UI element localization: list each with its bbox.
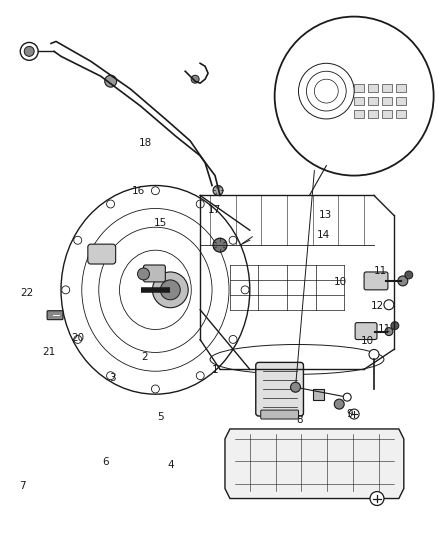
- FancyBboxPatch shape: [396, 84, 406, 92]
- Circle shape: [405, 271, 413, 279]
- Text: 11: 11: [378, 324, 391, 334]
- Circle shape: [384, 300, 394, 310]
- Text: 3: 3: [109, 373, 116, 383]
- FancyBboxPatch shape: [368, 84, 378, 92]
- Circle shape: [343, 393, 351, 401]
- FancyBboxPatch shape: [382, 84, 392, 92]
- FancyBboxPatch shape: [382, 97, 392, 105]
- Circle shape: [152, 187, 159, 195]
- Circle shape: [213, 238, 227, 252]
- FancyBboxPatch shape: [368, 110, 378, 118]
- Text: 7: 7: [19, 481, 25, 491]
- FancyBboxPatch shape: [396, 97, 406, 105]
- Text: 8: 8: [296, 415, 303, 425]
- Text: 4: 4: [168, 460, 174, 470]
- Text: 1: 1: [212, 365, 218, 375]
- Text: 6: 6: [102, 457, 109, 467]
- FancyBboxPatch shape: [354, 110, 364, 118]
- Polygon shape: [225, 429, 404, 498]
- Circle shape: [152, 272, 188, 308]
- Circle shape: [138, 268, 149, 280]
- FancyBboxPatch shape: [88, 244, 116, 264]
- Circle shape: [275, 17, 434, 175]
- Text: 19: 19: [343, 59, 356, 69]
- Circle shape: [229, 236, 237, 244]
- Circle shape: [106, 200, 115, 208]
- Text: 13: 13: [319, 209, 332, 220]
- Circle shape: [191, 75, 199, 83]
- Circle shape: [106, 372, 115, 379]
- Circle shape: [349, 409, 359, 419]
- Circle shape: [391, 321, 399, 329]
- Text: 21: 21: [42, 348, 55, 357]
- Text: 17: 17: [208, 205, 221, 215]
- FancyBboxPatch shape: [261, 410, 298, 419]
- Text: 14: 14: [317, 230, 330, 240]
- FancyBboxPatch shape: [354, 84, 364, 92]
- Text: 10: 10: [334, 277, 347, 287]
- FancyBboxPatch shape: [396, 110, 406, 118]
- Text: 11: 11: [374, 266, 387, 276]
- Circle shape: [290, 382, 300, 392]
- Circle shape: [229, 335, 237, 343]
- Text: 15: 15: [154, 218, 167, 228]
- Text: 10: 10: [360, 336, 374, 345]
- Circle shape: [152, 385, 159, 393]
- FancyBboxPatch shape: [382, 110, 392, 118]
- Text: 16: 16: [132, 186, 145, 196]
- Circle shape: [334, 399, 344, 409]
- Circle shape: [62, 286, 70, 294]
- Text: 2: 2: [142, 352, 148, 361]
- Circle shape: [196, 372, 204, 379]
- Circle shape: [398, 276, 408, 286]
- Circle shape: [74, 335, 82, 343]
- Text: 22: 22: [20, 288, 33, 298]
- Text: 9: 9: [346, 409, 353, 419]
- Text: 18: 18: [138, 138, 152, 148]
- Text: 20: 20: [71, 333, 84, 343]
- Circle shape: [24, 46, 34, 56]
- Circle shape: [385, 328, 393, 336]
- Circle shape: [213, 185, 223, 196]
- FancyBboxPatch shape: [144, 265, 165, 282]
- Circle shape: [370, 491, 384, 505]
- Circle shape: [74, 236, 82, 244]
- Circle shape: [160, 280, 180, 300]
- FancyBboxPatch shape: [47, 311, 63, 320]
- FancyBboxPatch shape: [256, 362, 304, 416]
- Text: 12: 12: [371, 301, 385, 311]
- Circle shape: [196, 200, 204, 208]
- FancyBboxPatch shape: [368, 97, 378, 105]
- FancyBboxPatch shape: [355, 322, 377, 340]
- FancyBboxPatch shape: [364, 272, 388, 290]
- Circle shape: [369, 350, 379, 359]
- FancyBboxPatch shape: [354, 97, 364, 105]
- Text: 5: 5: [157, 413, 163, 423]
- FancyBboxPatch shape: [314, 389, 324, 400]
- Circle shape: [105, 75, 117, 87]
- Circle shape: [241, 286, 249, 294]
